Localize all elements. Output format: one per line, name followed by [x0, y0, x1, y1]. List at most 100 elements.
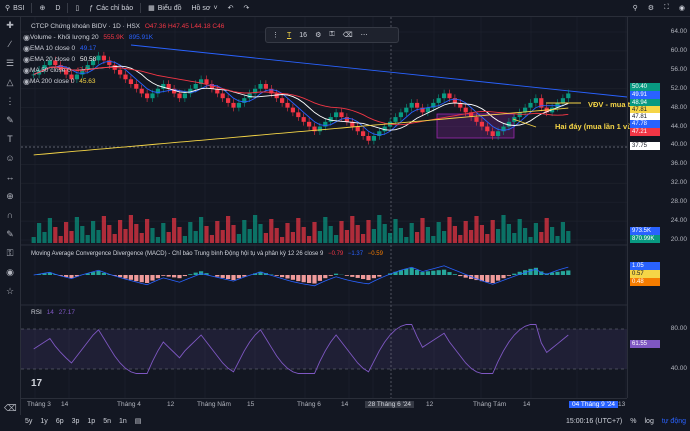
time-label: 28 Tháng 6 '24: [365, 401, 415, 408]
alert-button[interactable]: Hồ sơ ˅: [186, 0, 222, 16]
price-tick: 44.00: [670, 122, 687, 130]
main-chart[interactable]: [21, 17, 627, 398]
volume-bar: [566, 231, 571, 243]
fullscreen-button[interactable]: ⛶: [659, 0, 674, 16]
redo-button[interactable]: ↷: [238, 0, 254, 16]
vdv-annotation[interactable]: VĐV - mua thêm: [588, 100, 646, 109]
range-button-1n[interactable]: 1n: [119, 417, 127, 425]
text-tool[interactable]: T: [7, 134, 13, 144]
chart-type-button[interactable]: ▦ Biểu đồ: [143, 0, 186, 16]
candle: [425, 107, 430, 113]
price-tick: 36.00: [670, 160, 687, 168]
range-button-6p[interactable]: 6p: [55, 417, 64, 425]
candle: [344, 117, 349, 122]
volume-bar: [123, 229, 128, 243]
emoji-tool[interactable]: ☺: [5, 153, 15, 163]
volume-bar: [431, 236, 436, 243]
candle: [231, 102, 236, 108]
macd-bar: [96, 271, 101, 275]
macd-bar: [458, 275, 463, 277]
lock-drawing-tool[interactable]: ✎: [6, 229, 14, 239]
auto-toggle[interactable]: tự động: [661, 417, 686, 425]
eye-icon[interactable]: ◉: [23, 77, 30, 86]
fib-tool[interactable]: ☰: [5, 58, 15, 68]
lock-icon[interactable]: ⚿: [329, 31, 335, 38]
text-color-icon[interactable]: T: [287, 31, 292, 39]
lock-icon[interactable]: ⚿: [6, 248, 14, 258]
volume-bar: [533, 223, 538, 243]
double-bottom-annotation[interactable]: Hai đáy (mua lần 1 vừa): [555, 122, 640, 131]
magnet-tool[interactable]: ∩: [6, 210, 14, 220]
macd-bar: [355, 275, 360, 278]
projection-tool[interactable]: ⋮: [5, 96, 15, 106]
candle: [506, 121, 511, 127]
candle: [42, 65, 47, 70]
volume-bar: [528, 237, 533, 243]
candle: [404, 107, 409, 113]
volume-bar: [393, 219, 398, 243]
percent-toggle[interactable]: %: [630, 417, 637, 425]
candle: [80, 69, 85, 75]
volume-bar: [58, 236, 63, 243]
trash-icon[interactable]: ⌫: [4, 403, 17, 413]
hide-drawings-tool[interactable]: ◉: [6, 267, 14, 277]
font-size-value[interactable]: 16: [299, 31, 308, 39]
price-axis[interactable]: 64.00 60.00 56.00 52.00 48.00 44.00 40.00 36.00…: [627, 17, 690, 398]
candle: [182, 93, 187, 99]
symbol-search[interactable]: ⚲ BSI: [0, 0, 29, 16]
search-button[interactable]: ⚲: [628, 0, 643, 16]
eye-icon[interactable]: ◉: [23, 66, 30, 75]
more-icon[interactable]: ⋯: [360, 32, 368, 39]
eye-icon[interactable]: ◉: [23, 55, 30, 64]
candle: [560, 98, 565, 103]
zoom-tool[interactable]: ⊕: [6, 191, 14, 201]
volume-bar: [501, 215, 506, 243]
candle: [166, 84, 171, 89]
rsi-line: [33, 324, 569, 374]
range-button-1y[interactable]: 1y: [40, 417, 48, 425]
volume-bar: [274, 228, 279, 243]
volume-bar: [447, 217, 452, 243]
trendline-tool[interactable]: ∕: [9, 39, 11, 49]
volume-bar: [290, 232, 295, 243]
macd-bar: [404, 268, 409, 275]
trendline[interactable]: [130, 44, 627, 98]
candle: [339, 112, 344, 118]
candle-type-button[interactable]: ▯: [70, 0, 84, 16]
eye-icon[interactable]: ◉: [23, 44, 30, 53]
range-button-5y[interactable]: 5y: [25, 417, 33, 425]
trash-icon[interactable]: ⌫: [342, 32, 353, 39]
eye-icon[interactable]: ◉: [23, 33, 30, 42]
snapshot-button[interactable]: ◉: [674, 0, 690, 16]
range-button-3p[interactable]: 3p: [71, 417, 80, 425]
range-button-5n[interactable]: 5n: [103, 417, 111, 425]
volume-bar: [420, 218, 425, 243]
settings-button[interactable]: ⚙: [643, 0, 659, 16]
macd-bar: [253, 273, 258, 275]
crosshair-tool[interactable]: ✚: [6, 20, 14, 30]
indicators-button[interactable]: ƒ Các chỉ báo: [84, 0, 138, 16]
price-tick: 64.00: [670, 28, 687, 35]
calendar-icon[interactable]: ▤: [134, 418, 142, 425]
measure-tool[interactable]: ↔: [5, 172, 15, 182]
drag-handle-icon[interactable]: ⋮: [272, 32, 279, 39]
interval-button[interactable]: D: [50, 0, 65, 16]
rsi-legend: RSI 14 27.17: [31, 309, 75, 316]
log-toggle[interactable]: log: [644, 417, 654, 425]
macd-bar: [474, 275, 479, 281]
undo-button[interactable]: ↶: [223, 0, 239, 16]
ema10-line: [33, 60, 569, 136]
rsi-tick: 40.00: [670, 365, 687, 372]
range-button-1p[interactable]: 1p: [87, 417, 96, 425]
ema20-legend: EMA 20 close 0 50.58: [30, 56, 96, 63]
favorites-tool[interactable]: ☆: [5, 286, 15, 296]
candle: [496, 131, 501, 136]
pattern-tool[interactable]: △: [6, 77, 14, 87]
candle: [501, 126, 506, 132]
gear-icon[interactable]: ⚙: [315, 32, 322, 39]
macd-pane: [33, 265, 571, 287]
macd-bar: [501, 275, 506, 279]
add-symbol-button[interactable]: ⊕: [34, 0, 50, 16]
time-axis[interactable]: Tháng 3 14 Tháng 4 12 Tháng Năm 15 Tháng 6 14 28…: [21, 398, 627, 411]
brush-tool[interactable]: ✎: [6, 115, 14, 125]
